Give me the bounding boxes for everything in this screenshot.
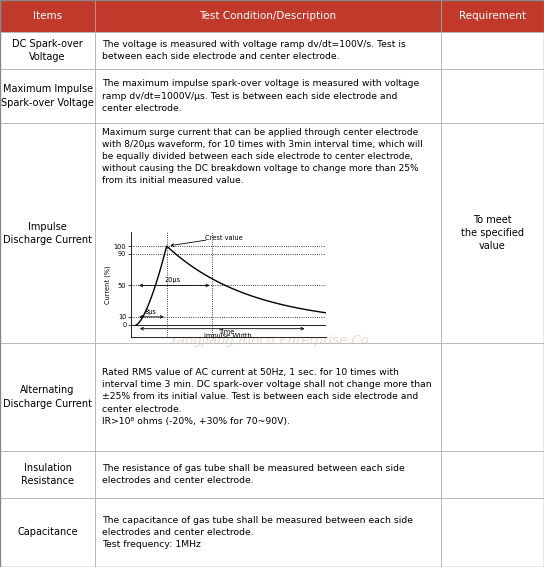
- Text: The voltage is measured with voltage ramp dv/dt=100V/s. Test is
between each sid: The voltage is measured with voltage ram…: [102, 40, 406, 61]
- Bar: [441, 498, 544, 567]
- Text: Yangjiang Rinco Enterprise Co.: Yangjiang Rinco Enterprise Co.: [170, 334, 374, 346]
- Text: Test Condition/Description: Test Condition/Description: [199, 11, 337, 21]
- Bar: [0, 344, 95, 451]
- Bar: [441, 123, 544, 344]
- Bar: [95, 451, 441, 498]
- Text: Rated RMS value of AC current at 50Hz, 1 sec. for 10 times with
interval time 3 : Rated RMS value of AC current at 50Hz, 1…: [102, 368, 431, 426]
- Bar: [95, 69, 441, 123]
- Bar: [0, 498, 95, 567]
- Text: Impulse
Discharge Current: Impulse Discharge Current: [3, 222, 92, 245]
- Text: To meet
the specified
value: To meet the specified value: [461, 215, 524, 251]
- Bar: [0, 0, 95, 32]
- Bar: [95, 0, 441, 32]
- Bar: [0, 451, 95, 498]
- Text: Items: Items: [33, 11, 62, 21]
- Text: Alternating
Discharge Current: Alternating Discharge Current: [3, 386, 92, 409]
- Bar: [441, 0, 544, 32]
- Text: Requirement: Requirement: [459, 11, 526, 21]
- Bar: [95, 123, 441, 344]
- Text: Maximum Impulse
Spark-over Voltage: Maximum Impulse Spark-over Voltage: [1, 84, 94, 108]
- Text: DC Spark-over
Voltage: DC Spark-over Voltage: [12, 39, 83, 62]
- Text: Insulation
Resistance: Insulation Resistance: [21, 463, 74, 486]
- Bar: [0, 32, 95, 69]
- Bar: [95, 32, 441, 69]
- Text: The capacitance of gas tube shall be measured between each side
electrodes and c: The capacitance of gas tube shall be mea…: [102, 516, 413, 549]
- Bar: [95, 344, 441, 451]
- Text: The maximum impulse spark-over voltage is measured with voltage
ramp dv/dt=1000V: The maximum impulse spark-over voltage i…: [102, 79, 419, 113]
- Bar: [441, 69, 544, 123]
- Bar: [441, 344, 544, 451]
- Text: Maximum surge current that can be applied through center electrode
with 8/20μs w: Maximum surge current that can be applie…: [102, 128, 423, 185]
- Text: Capacitance: Capacitance: [17, 527, 78, 538]
- Bar: [0, 69, 95, 123]
- Text: The resistance of gas tube shall be measured between each side
electrodes and ce: The resistance of gas tube shall be meas…: [102, 464, 405, 485]
- Bar: [441, 451, 544, 498]
- Bar: [95, 498, 441, 567]
- Bar: [0, 123, 95, 344]
- Bar: [441, 32, 544, 69]
